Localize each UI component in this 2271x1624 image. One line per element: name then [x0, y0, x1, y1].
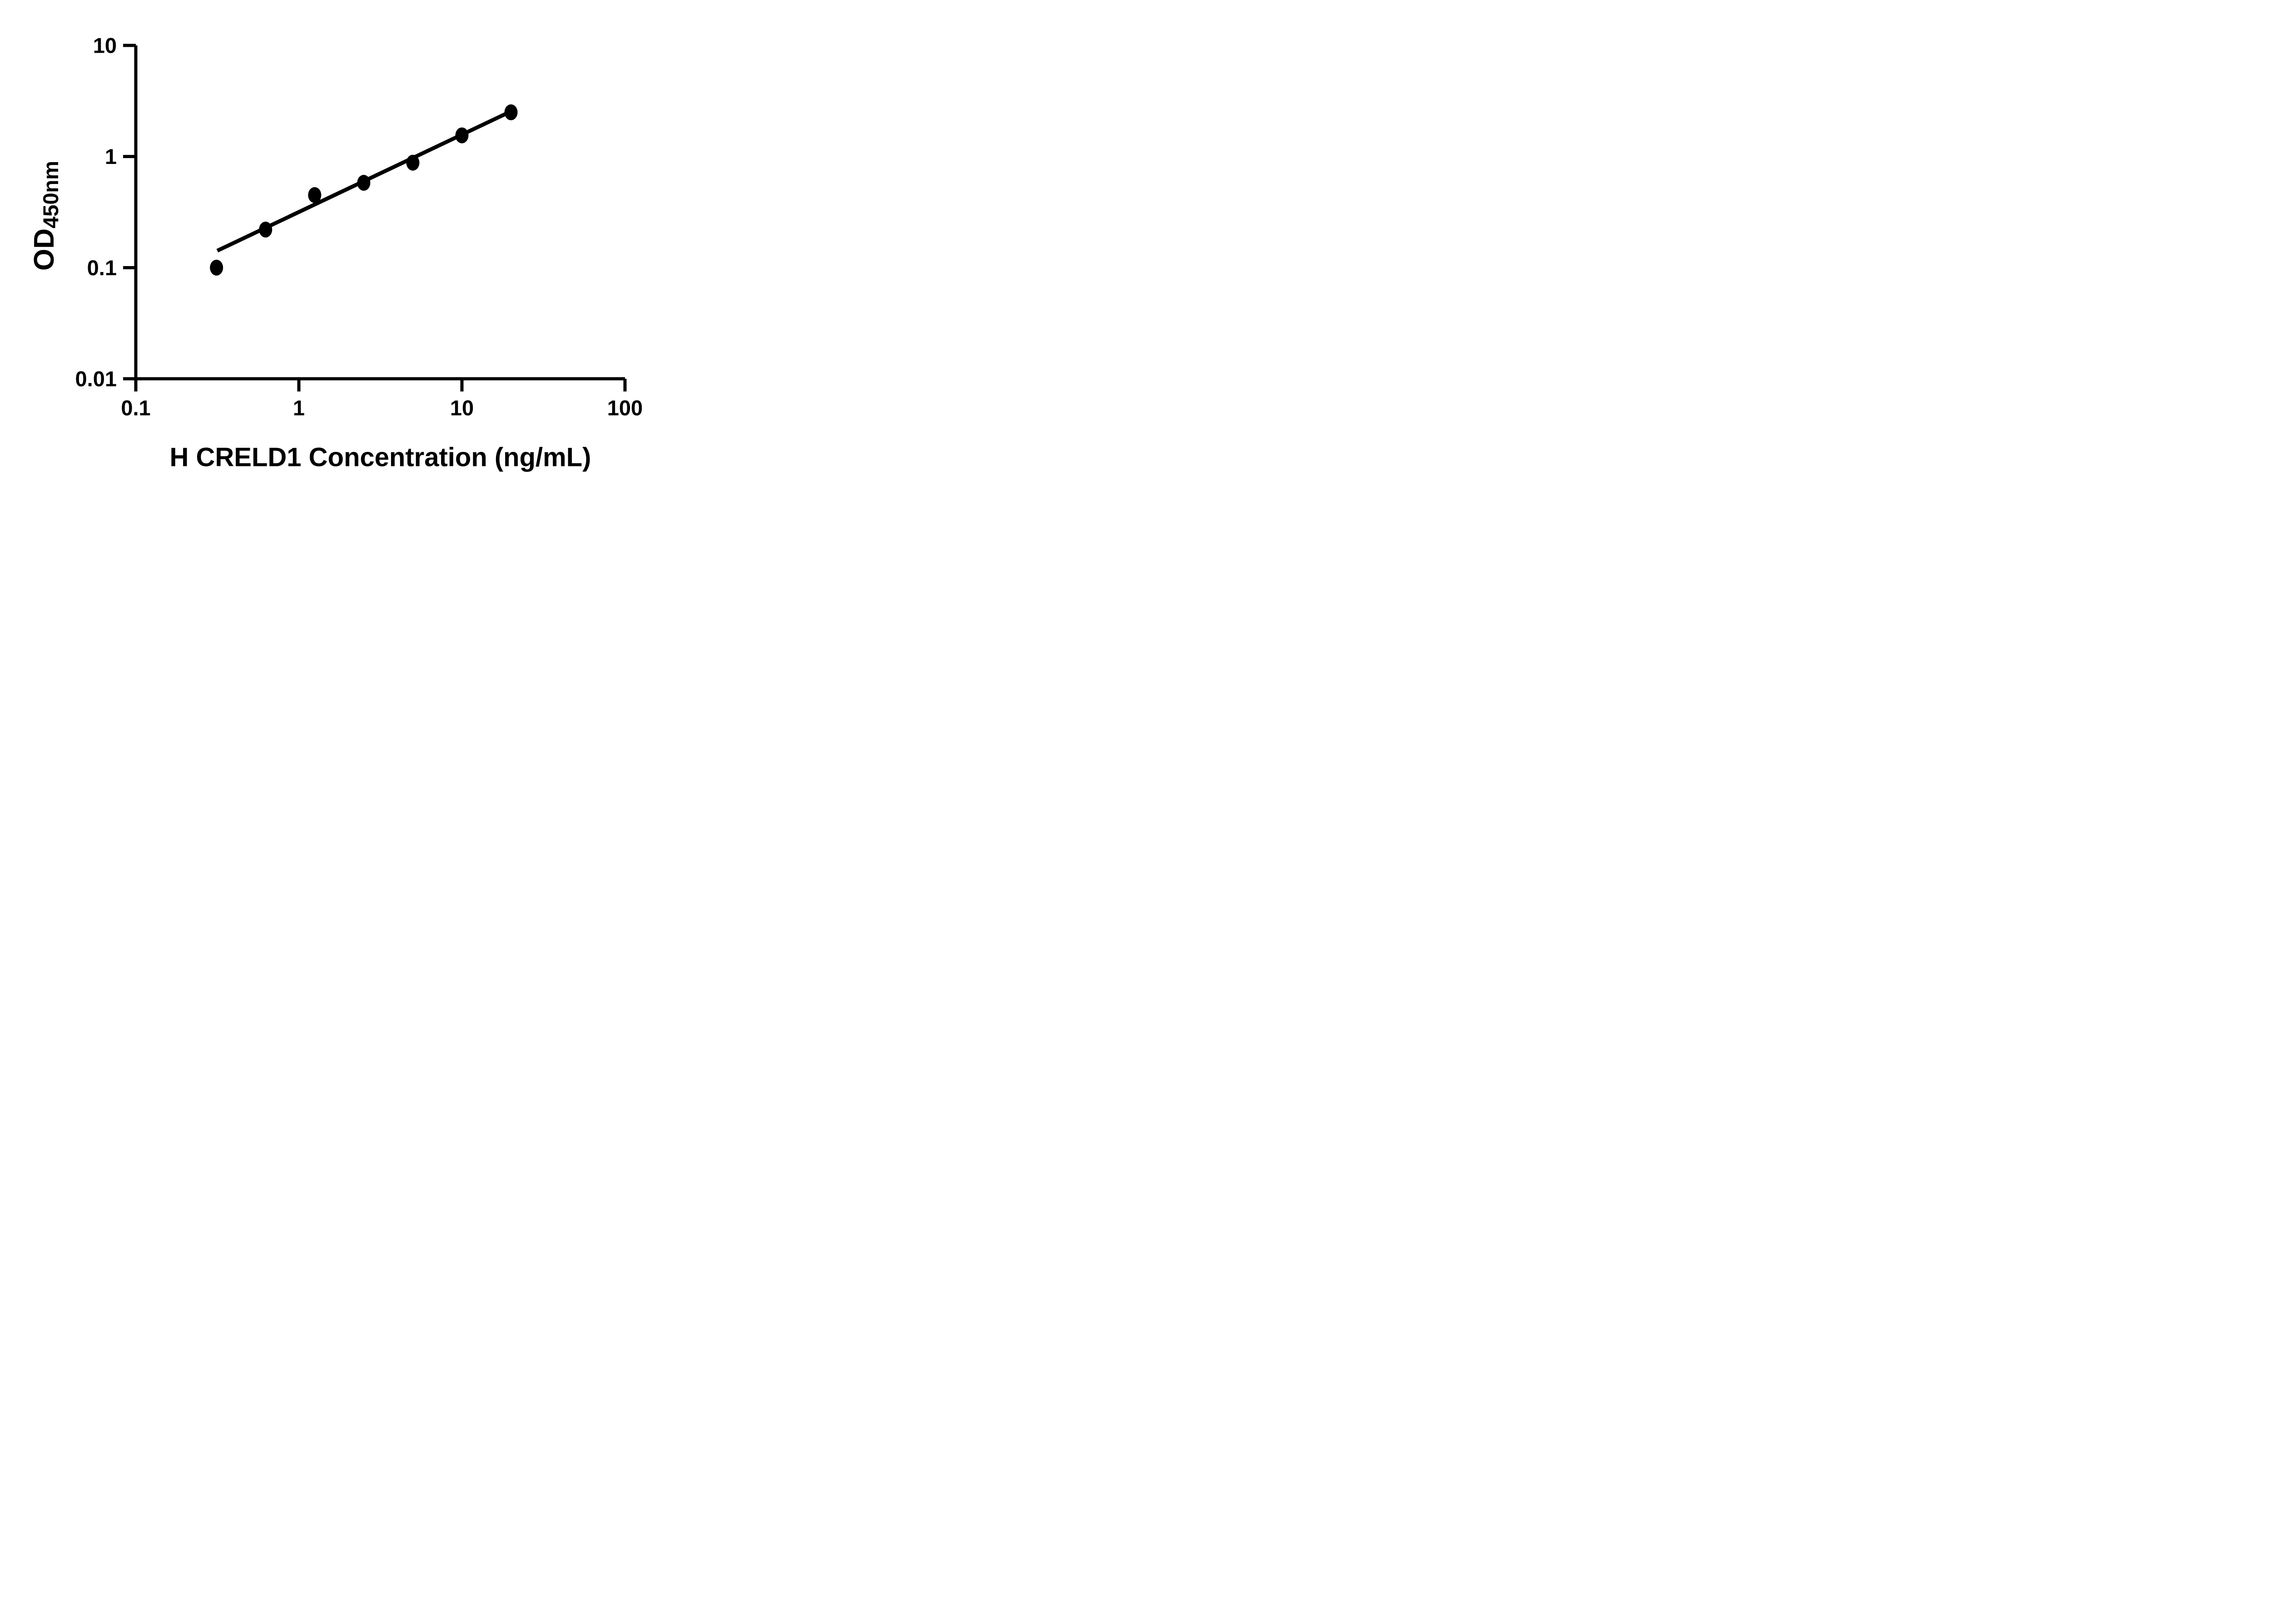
data-point: [210, 259, 223, 276]
data-point: [406, 154, 420, 171]
y-tick-label: 0.01: [75, 367, 117, 391]
y-tick-label: 10: [93, 34, 117, 58]
y-tick-label: 1: [105, 144, 117, 168]
y-tick-label: 0.1: [87, 256, 117, 280]
y-axis-title-subscript: 450nm: [39, 161, 63, 228]
y-axis-title-main: OD: [29, 228, 60, 271]
data-point: [308, 187, 322, 203]
y-axis-title: OD450nm: [29, 161, 63, 271]
x-tick-label: 10: [450, 396, 474, 420]
data-point: [504, 104, 518, 120]
data-point: [455, 127, 469, 144]
x-axis-title: H CRELD1 Concentration (ng/mL): [170, 443, 591, 472]
elisa-standard-curve-figure: 0.01 0.1 1 10 0.1 1 10 100 H CRELD1 Concentratio…: [0, 0, 702, 485]
x-tick-label: 1: [293, 396, 305, 420]
data-point: [357, 175, 371, 191]
x-tick-label: 100: [607, 396, 643, 420]
data-point: [259, 222, 273, 238]
x-tick-label: 0.1: [121, 396, 150, 420]
